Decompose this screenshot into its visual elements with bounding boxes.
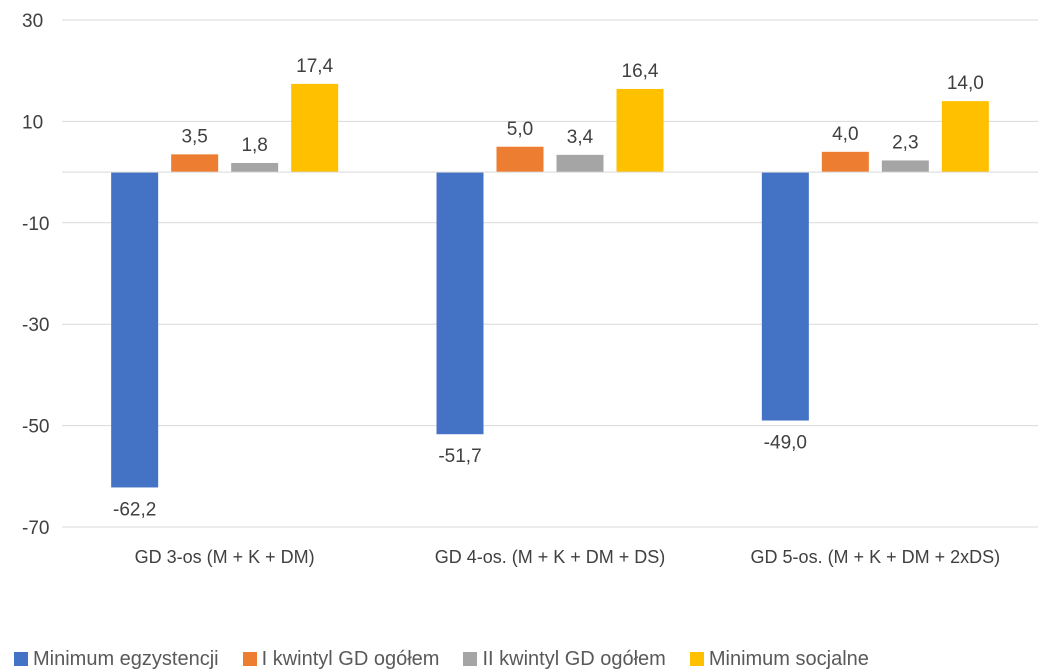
legend-item: I kwintyl GD ogółem [242,647,440,671]
data-labels: -62,2 3,5 1,8 17,4 -51,7 5,0 3,4 16,4 -49,0 4,0 2,… [113,56,984,521]
category-label: GD 4-os. (M + K + DM + DS) [435,547,666,567]
legend-swatch [689,652,704,666]
data-label: -62,2 [113,499,156,520]
legend-swatch [14,652,28,666]
data-label: 2,3 [892,132,918,153]
y-tick-label: 30 [22,11,43,32]
data-label: 3,4 [567,127,594,148]
data-label: 1,8 [241,135,267,156]
legend: Minimum egzystencji I kwintyl GD ogółem II… [14,646,893,672]
bar [881,160,929,173]
legend-item: Minimum socjalne [689,647,869,671]
bar [291,83,339,173]
data-label: 3,5 [181,126,207,147]
bar [111,172,159,488]
bar [171,154,219,173]
legend-item: II kwintyl GD ogółem [463,647,666,671]
data-label: 4,0 [832,124,858,145]
gridlines [62,19,1038,528]
legend-label: Minimum socjalne [708,647,869,670]
data-label: -49,0 [764,433,807,454]
data-label: 5,0 [507,119,533,140]
data-label: -51,7 [438,446,481,467]
bar [761,172,809,421]
bar [941,101,989,173]
y-tick-label: -50 [22,417,49,438]
bar [231,162,279,173]
bars [111,83,989,488]
category-labels: GD 3-os (M + K + DM) GD 4-os. (M + K + DM… [135,547,1000,567]
legend-swatch [242,652,257,666]
bar [496,146,544,173]
category-label: GD 5-os. (M + K + DM + 2xDS) [751,547,1001,567]
bar [616,88,664,173]
y-tick-label: -30 [22,315,49,336]
bar [821,151,869,173]
category-label: GD 3-os (M + K + DM) [135,547,315,567]
legend-label: I kwintyl GD ogółem [261,647,440,670]
legend-item: Minimum egzystencji [14,648,219,671]
y-axis-ticks: 30 10 -10 -30 -50 -70 [22,11,49,539]
legend-label: II kwintyl GD ogółem [482,647,666,670]
y-tick-label: -10 [22,214,49,235]
y-tick-label: 10 [22,112,43,133]
data-label: 17,4 [296,56,333,77]
bar [556,154,604,173]
y-tick-label: -70 [22,518,49,539]
data-label: 14,0 [947,73,984,94]
bar [436,172,484,435]
bar-chart: 30 10 -10 -30 -50 -70 -62,2 3,5 1,8 17,4 -51,7 5,0… [22,11,1038,567]
legend-label: Minimum egzystencji [33,647,219,670]
data-label: 16,4 [622,61,659,82]
legend-swatch [463,652,478,666]
